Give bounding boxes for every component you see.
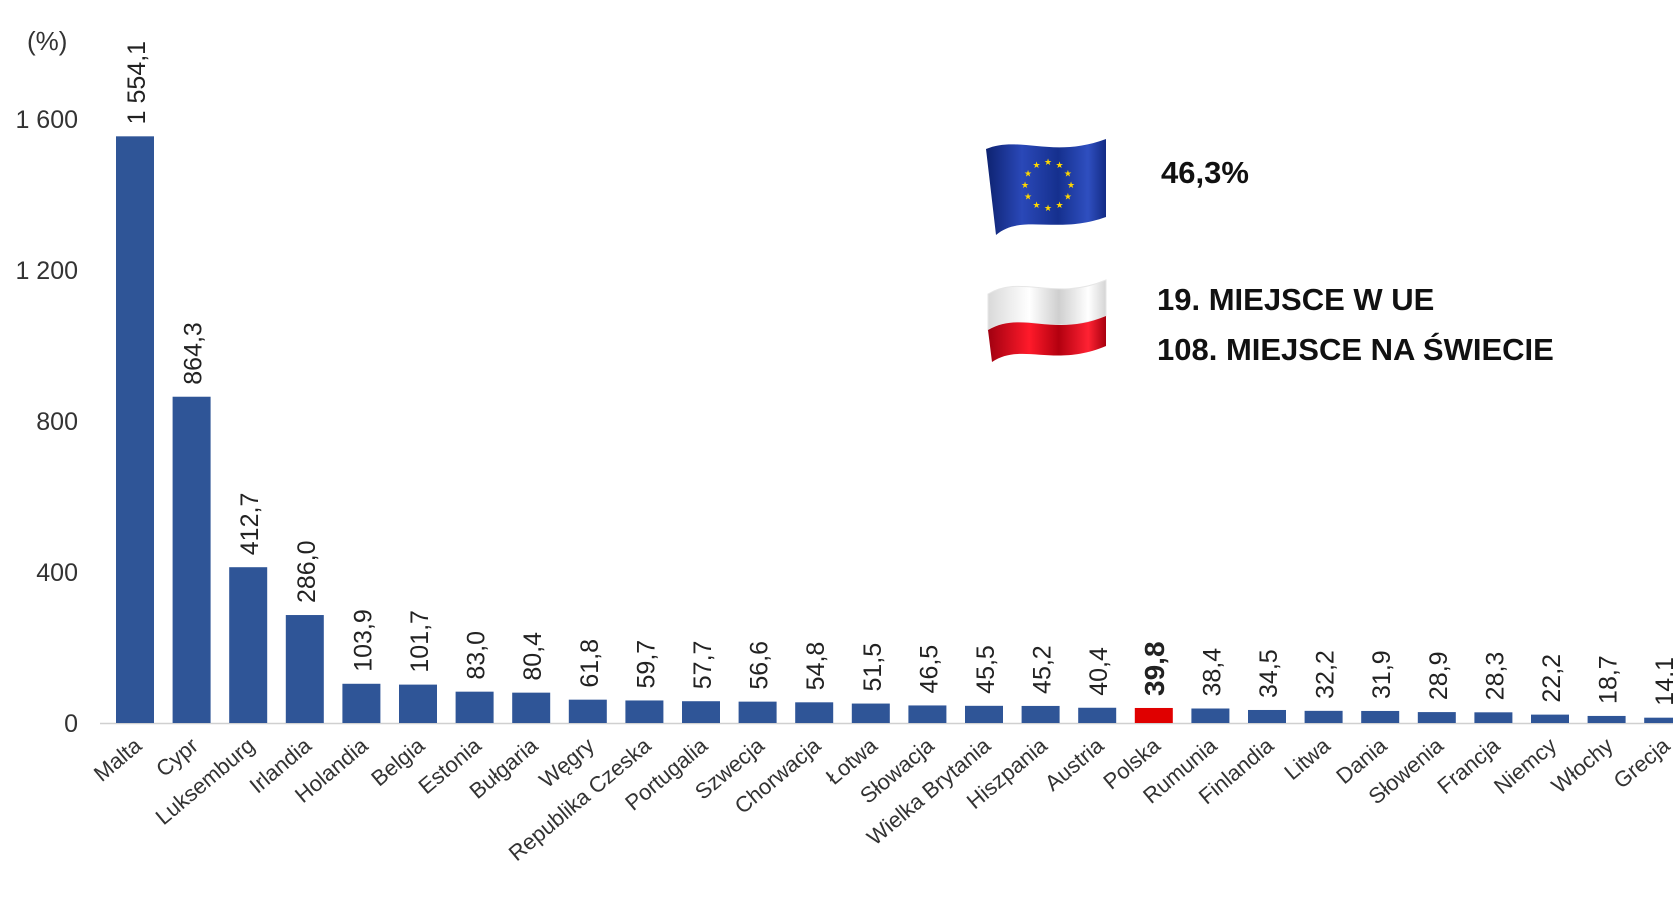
eu-star-icon: ★ <box>1044 158 1052 168</box>
eu-star-icon: ★ <box>1024 193 1032 203</box>
bar-11 <box>682 701 720 723</box>
bar-2 <box>172 396 211 723</box>
bar-15 <box>908 705 947 723</box>
y-tick-label: 800 <box>36 408 78 436</box>
category-labels: Malta CyprLuksemburgIrlandiaHolandiaBelgi… <box>89 732 1673 866</box>
value-label-19: 39,8 <box>1139 641 1170 696</box>
value-label-12: 56,6 <box>746 641 774 690</box>
value-label-8: 80,4 <box>519 632 547 681</box>
category-label-22: Litwa <box>1279 732 1335 785</box>
value-label-17: 45,2 <box>1029 645 1057 694</box>
bar-23 <box>1361 710 1400 723</box>
y-tick-label: 1 200 <box>15 257 78 285</box>
value-label-1: 1 554,1 <box>123 41 151 124</box>
eu-star-icon: ★ <box>1055 201 1063 211</box>
value-label-11: 57,7 <box>689 641 717 690</box>
bar-8 <box>512 692 551 723</box>
bar-5 <box>342 683 381 723</box>
bar-26 <box>1531 714 1569 723</box>
value-label-25: 28,3 <box>1481 652 1509 701</box>
poland-rank-eu: 19. MIEJSCE W UE <box>1157 282 1435 317</box>
eu-star-icon: ★ <box>1055 161 1063 171</box>
value-label-24: 28,9 <box>1425 651 1453 700</box>
bar-18 <box>1078 707 1117 723</box>
bar-6 <box>399 684 437 723</box>
value-label-21: 34,5 <box>1255 649 1283 698</box>
bar-1 <box>116 136 154 723</box>
value-label-10: 59,7 <box>632 640 660 689</box>
value-label-9: 61,8 <box>576 639 604 688</box>
value-label-18: 40,4 <box>1085 647 1113 696</box>
eu-star-icon: ★ <box>1032 201 1040 211</box>
bar-3 <box>229 567 268 723</box>
eu-flag-icon: ★ ★★★★★★★★★★★ <box>986 139 1106 235</box>
bar-24 <box>1417 712 1456 723</box>
value-label-20: 38,4 <box>1198 648 1226 697</box>
eu-star-icon: ★ <box>1032 161 1040 171</box>
bar-10 <box>625 700 664 723</box>
bar-28 <box>1644 717 1673 723</box>
bar-12 <box>738 701 777 723</box>
value-label-5: 103,9 <box>349 609 377 672</box>
value-label-2: 864,3 <box>180 322 208 385</box>
eu-star-icon: ★ <box>1021 181 1029 191</box>
value-label-6: 101,7 <box>406 610 434 673</box>
eu-star-icon: ★ <box>1064 170 1072 180</box>
bar-4 <box>285 615 324 723</box>
value-label-4: 286,0 <box>293 540 321 603</box>
poland-flag-icon <box>987 279 1107 362</box>
bar-19 <box>1134 707 1173 723</box>
value-label-16: 45,5 <box>972 645 1000 694</box>
value-label-27: 18,7 <box>1595 655 1623 704</box>
bar-21 <box>1248 709 1286 723</box>
category-label-27: Włochy <box>1546 733 1617 799</box>
value-label-23: 31,9 <box>1368 650 1396 699</box>
bar-14 <box>851 703 890 723</box>
eu-average-value: 46,3% <box>1161 155 1249 190</box>
category-label-26: Niemcy <box>1489 733 1561 799</box>
category-label-1: Malta <box>89 732 147 786</box>
value-label-13: 54,8 <box>802 642 830 691</box>
y-tick-label: 0 <box>64 710 78 738</box>
bar-17 <box>1021 705 1060 723</box>
eu-star-icon: ★ <box>1064 193 1072 203</box>
poland-rank-world: 108. MIEJSCE NA ŚWIECIE <box>1157 332 1554 367</box>
value-label-14: 51,5 <box>859 643 887 692</box>
bar-22 <box>1304 710 1343 723</box>
category-label-28: Grecja <box>1609 732 1673 793</box>
value-label-26: 22,2 <box>1538 654 1566 703</box>
value-label-15: 46,5 <box>915 645 943 694</box>
bar-20 <box>1191 708 1230 723</box>
y-axis: (%) 0 400 800 1 200 1 600 <box>15 26 1673 738</box>
value-label-7: 83,0 <box>463 631 491 680</box>
bar-13 <box>795 702 834 723</box>
value-labels: 1 554,1 864,3 412,7 286,0 103,9 101,7 83,0 80,4… <box>123 41 1673 706</box>
eu-star-icon: ★ <box>1067 181 1075 191</box>
bar-9 <box>568 699 607 723</box>
y-tick-label: 400 <box>36 559 78 587</box>
value-label-22: 32,2 <box>1312 650 1340 699</box>
value-label-28: 14,1 <box>1651 657 1673 706</box>
bars <box>116 136 1673 723</box>
bar-7 <box>455 691 494 723</box>
bar-16 <box>965 705 1003 723</box>
y-tick-label: 1 600 <box>15 106 78 134</box>
eu-star-icon: ★ <box>1044 204 1052 214</box>
bar-27 <box>1587 715 1626 723</box>
bar-25 <box>1474 712 1513 723</box>
category-label-18: Austria <box>1040 732 1109 796</box>
value-label-3: 412,7 <box>236 493 264 556</box>
y-axis-unit-label: (%) <box>27 26 67 56</box>
category-label-25: Francja <box>1432 732 1505 799</box>
eu-star-icon: ★ <box>1024 170 1032 180</box>
